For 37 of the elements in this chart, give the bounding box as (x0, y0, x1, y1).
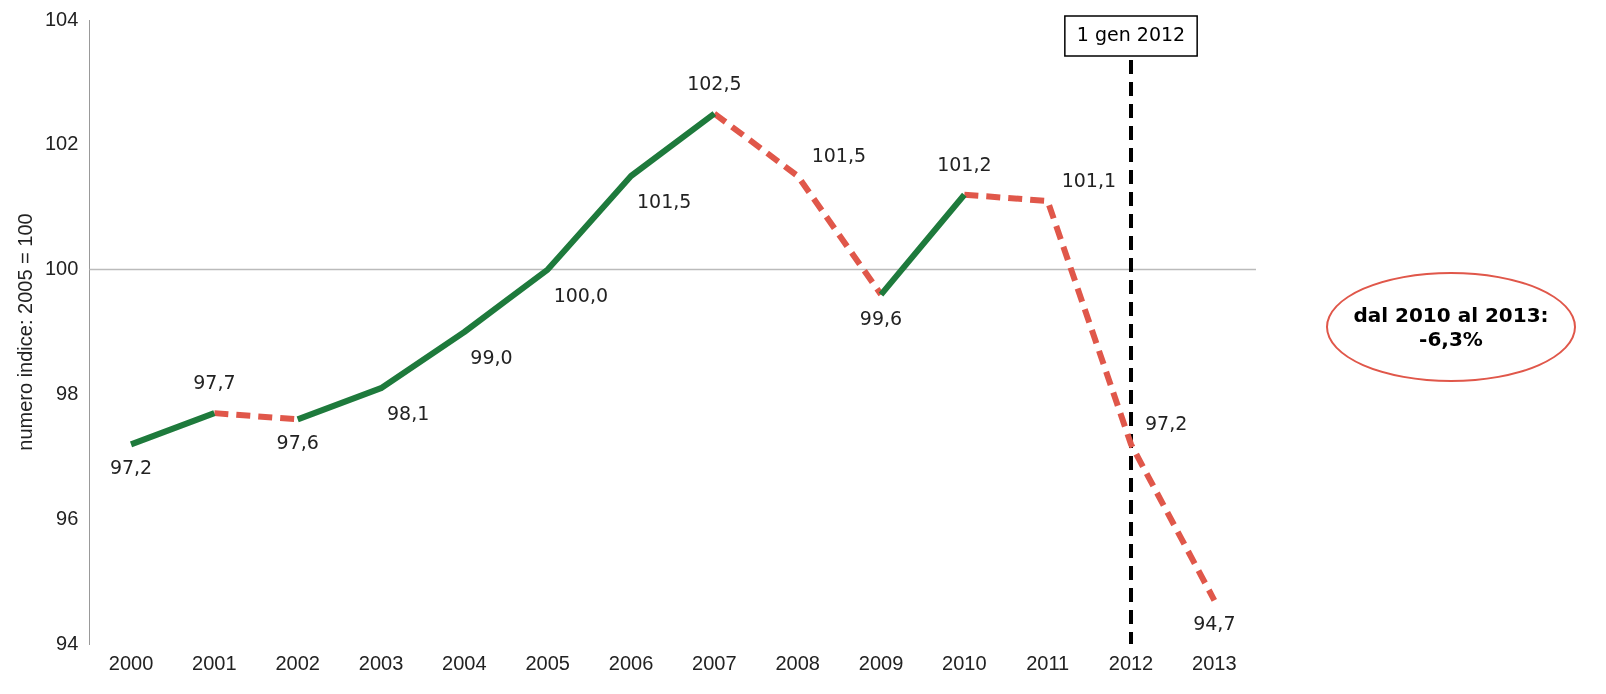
y-tick-label: 94 (56, 631, 79, 654)
x-tick-label: 2013 (1192, 651, 1237, 674)
x-tick-label: 2007 (692, 651, 737, 674)
data-label: 98,1 (387, 402, 430, 425)
x-tick-label: 2005 (525, 651, 570, 674)
speech-bubble: dal 2010 al 2013: -6,3% (1326, 272, 1576, 382)
x-tick-label: 2011 (1026, 651, 1070, 674)
data-label: 97,2 (109, 456, 153, 479)
data-label: 97,2 (1145, 412, 1188, 435)
y-tick-label: 96 (56, 506, 79, 529)
x-tick-label: 2009 (858, 651, 904, 674)
x-tick-label: 2010 (942, 651, 987, 674)
data-label: 100,0 (553, 283, 609, 306)
data-label: 101,5 (811, 144, 867, 166)
data-label: 101,2 (937, 152, 992, 175)
y-tick-label: 104 (44, 7, 79, 30)
data-label: 101,5 (637, 190, 692, 212)
x-tick-label: 2008 (775, 651, 820, 674)
x-tick-label: 2006 (608, 651, 654, 674)
data-label: 97,6 (276, 431, 319, 454)
x-tick-label: 2004 (442, 651, 487, 674)
y-tick-label: 98 (56, 381, 79, 404)
y-tick-label: 102 (44, 132, 79, 155)
data-label: 94,7 (1193, 612, 1236, 635)
data-label: 97,7 (193, 371, 236, 394)
data-label: 101,1 (1061, 168, 1117, 191)
data-label: 102,5 (687, 71, 742, 94)
x-tick-label: 2003 (358, 651, 404, 674)
x-tick-label: 2000 (108, 651, 154, 674)
x-tick-label: 2001 (192, 651, 237, 674)
y-axis-title: numero indice: 2005 = 100 (13, 213, 36, 451)
data-label: 99,6 (859, 306, 903, 329)
x-tick-label: 2012 (1108, 651, 1154, 674)
data-label: 99,0 (470, 346, 513, 368)
ref-line-label: 1 gen 2012 (1076, 22, 1186, 45)
y-tick-label: 100 (44, 257, 79, 280)
x-tick-label: 2002 (275, 651, 320, 674)
